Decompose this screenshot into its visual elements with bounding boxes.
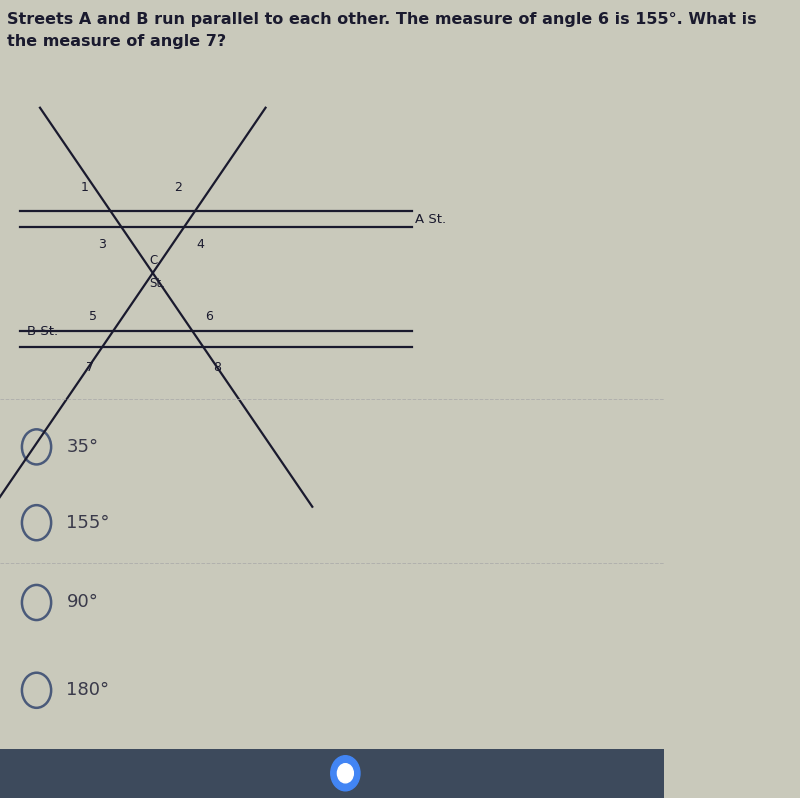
Text: A St.: A St. <box>415 213 446 226</box>
Text: 4: 4 <box>197 239 204 251</box>
Text: 2: 2 <box>174 181 182 194</box>
Text: St.: St. <box>150 277 166 290</box>
Text: 180°: 180° <box>66 681 110 699</box>
FancyBboxPatch shape <box>0 749 664 798</box>
Text: Streets A and B run parallel to each other. The measure of angle 6 is 155°. What: Streets A and B run parallel to each oth… <box>6 12 756 27</box>
Text: 6: 6 <box>205 310 213 323</box>
Text: 7: 7 <box>86 361 94 373</box>
Text: 5: 5 <box>89 310 97 323</box>
Text: the measure of angle 7?: the measure of angle 7? <box>6 34 226 49</box>
Circle shape <box>338 764 354 783</box>
Text: 1: 1 <box>80 181 88 194</box>
Text: 35°: 35° <box>66 438 98 456</box>
Text: C: C <box>150 255 158 267</box>
Text: B St.: B St. <box>26 325 58 338</box>
Text: 8: 8 <box>213 361 221 373</box>
Text: 3: 3 <box>98 239 106 251</box>
Text: 90°: 90° <box>66 594 98 611</box>
Circle shape <box>330 756 360 791</box>
Text: 155°: 155° <box>66 514 110 531</box>
